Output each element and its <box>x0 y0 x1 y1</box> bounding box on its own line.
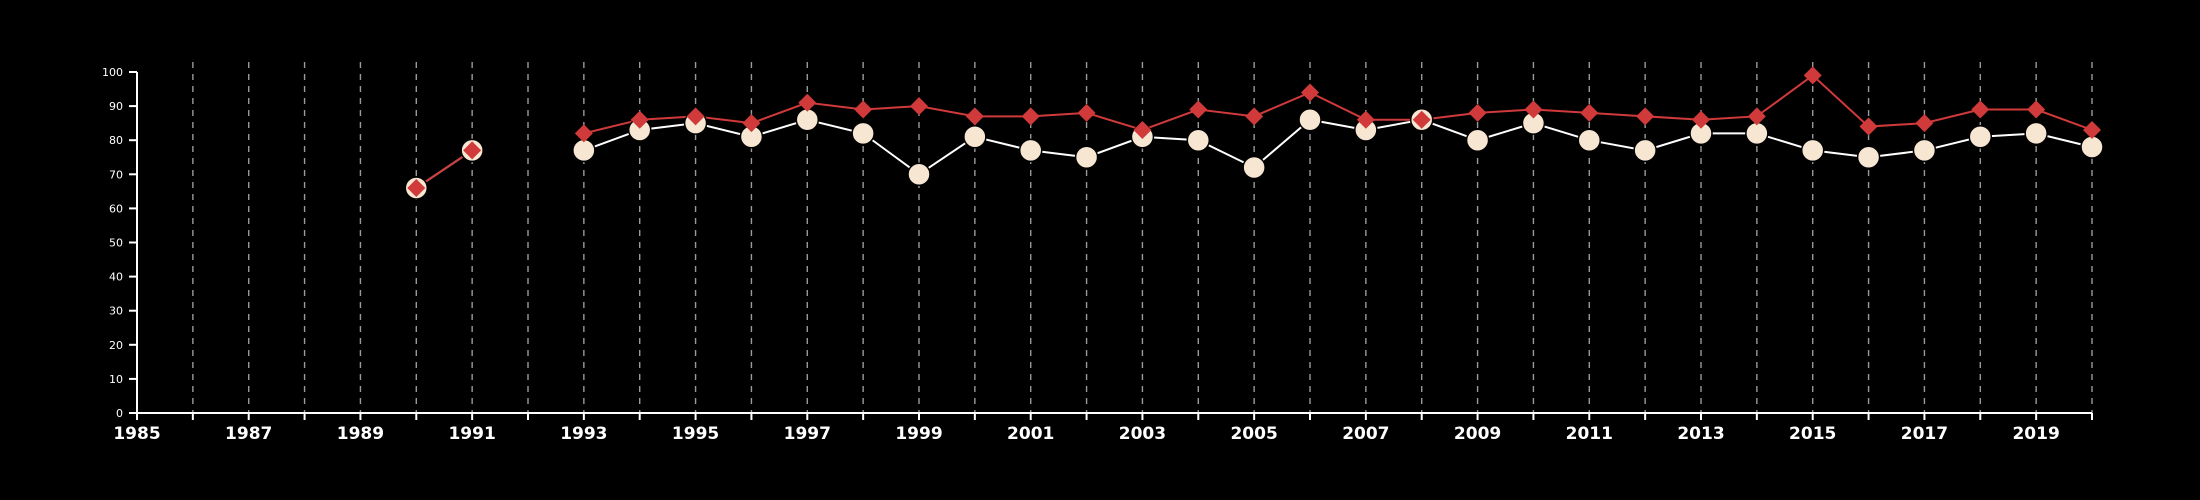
cream-point-2018 <box>1968 125 1993 149</box>
cream-point-2012 <box>1633 138 1657 163</box>
x-tick-label-2003: 2003 <box>1119 424 1166 444</box>
red-point-2007 <box>1356 110 1375 129</box>
red-point-2001 <box>1021 107 1040 126</box>
axes-layer: 0 10 20 30 40 50 60 70 80 90 100 1985 1987 1989 1991 19… <box>102 66 2093 444</box>
y-tick-label-10: 10 <box>109 373 123 386</box>
x-tick-label-2009: 2009 <box>1454 424 1501 444</box>
cream-point-2000 <box>963 125 987 149</box>
x-tick-label-1997: 1997 <box>784 424 831 444</box>
red-point-1999 <box>910 97 928 116</box>
cream-point-2004 <box>1186 128 1211 152</box>
red-series-line-1 <box>583 74 2093 135</box>
y-tick-label-30: 30 <box>109 305 123 318</box>
red-point-1998 <box>854 100 873 119</box>
y-tick-label-40: 40 <box>109 271 123 284</box>
series-layer <box>404 66 2104 200</box>
red-point-2004 <box>1189 100 1208 119</box>
red-point-1991 <box>463 141 482 160</box>
red-point-2000 <box>965 107 984 126</box>
red-point-2016 <box>1859 117 1878 136</box>
red-point-1993 <box>574 124 593 143</box>
cream-point-2020 <box>2080 135 2104 159</box>
red-point-2013 <box>1692 110 1710 129</box>
x-tick-label-2001: 2001 <box>1007 424 1054 444</box>
cream-point-1998 <box>851 121 875 146</box>
cream-point-2016 <box>1856 145 1881 169</box>
x-tick-label-1999: 1999 <box>895 424 942 444</box>
red-point-2012 <box>1636 107 1655 126</box>
red-point-1996 <box>742 114 761 133</box>
cream-point-2011 <box>1577 128 1602 152</box>
cream-point-2005 <box>1242 155 1266 180</box>
red-point-1990 <box>407 178 426 197</box>
red-point-1994 <box>630 110 649 129</box>
red-point-1997 <box>798 93 817 112</box>
cream-point-2001 <box>1018 138 1043 163</box>
red-point-2018 <box>1971 100 1990 119</box>
red-point-2002 <box>1077 103 1096 122</box>
x-tick-label-1985: 1985 <box>113 424 160 444</box>
red-point-2009 <box>1468 103 1487 122</box>
red-point-2015 <box>1803 66 1822 85</box>
cream-series-line-1 <box>583 118 2093 176</box>
x-tick-label-1993: 1993 <box>560 424 607 444</box>
x-tick-label-2007: 2007 <box>1342 424 1389 444</box>
x-tick-label-2011: 2011 <box>1566 424 1613 444</box>
cream-point-2014 <box>1745 121 1769 146</box>
y-tick-label-80: 80 <box>109 134 123 147</box>
x-tick-label-2017: 2017 <box>1901 424 1948 444</box>
y-tick-label-50: 50 <box>109 237 123 250</box>
y-tick-label-70: 70 <box>109 168 123 181</box>
red-point-2011 <box>1580 103 1599 122</box>
grid-layer <box>192 62 2093 413</box>
red-point-2006 <box>1301 83 1319 102</box>
red-point-2010 <box>1524 100 1543 119</box>
cream-point-1997 <box>795 107 820 132</box>
red-point-2019 <box>2027 100 2046 119</box>
y-tick-label-0: 0 <box>116 407 123 420</box>
cream-point-2017 <box>1912 138 1937 163</box>
x-tick-label-1991: 1991 <box>448 424 495 444</box>
y-tick-label-60: 60 <box>109 202 123 215</box>
cream-point-1999 <box>907 162 931 187</box>
cream-point-2009 <box>1465 128 1490 152</box>
red-point-1995 <box>686 107 705 126</box>
x-tick-label-1987: 1987 <box>225 424 272 444</box>
y-tick-label-90: 90 <box>109 100 123 113</box>
red-point-2003 <box>1133 120 1152 139</box>
cream-point-1993 <box>572 138 596 163</box>
red-point-2020 <box>2083 120 2101 139</box>
cream-point-2006 <box>1298 107 1322 132</box>
x-tick-label-2005: 2005 <box>1230 424 1277 444</box>
red-point-2008 <box>1412 110 1431 129</box>
x-tick-label-2019: 2019 <box>2012 424 2059 444</box>
cream-point-2015 <box>1800 138 1825 163</box>
cream-point-2002 <box>1074 145 1099 169</box>
red-point-2017 <box>1915 114 1934 133</box>
x-tick-label-2013: 2013 <box>1677 424 1724 444</box>
red-point-2005 <box>1245 107 1264 126</box>
x-tick-label-2015: 2015 <box>1789 424 1836 444</box>
cream-point-2019 <box>2024 121 2048 146</box>
x-tick-label-1995: 1995 <box>672 424 719 444</box>
y-tick-label-100: 100 <box>102 66 123 79</box>
y-tick-label-20: 20 <box>109 339 123 352</box>
red-point-2014 <box>1747 107 1766 126</box>
x-tick-label-1989: 1989 <box>337 424 384 444</box>
